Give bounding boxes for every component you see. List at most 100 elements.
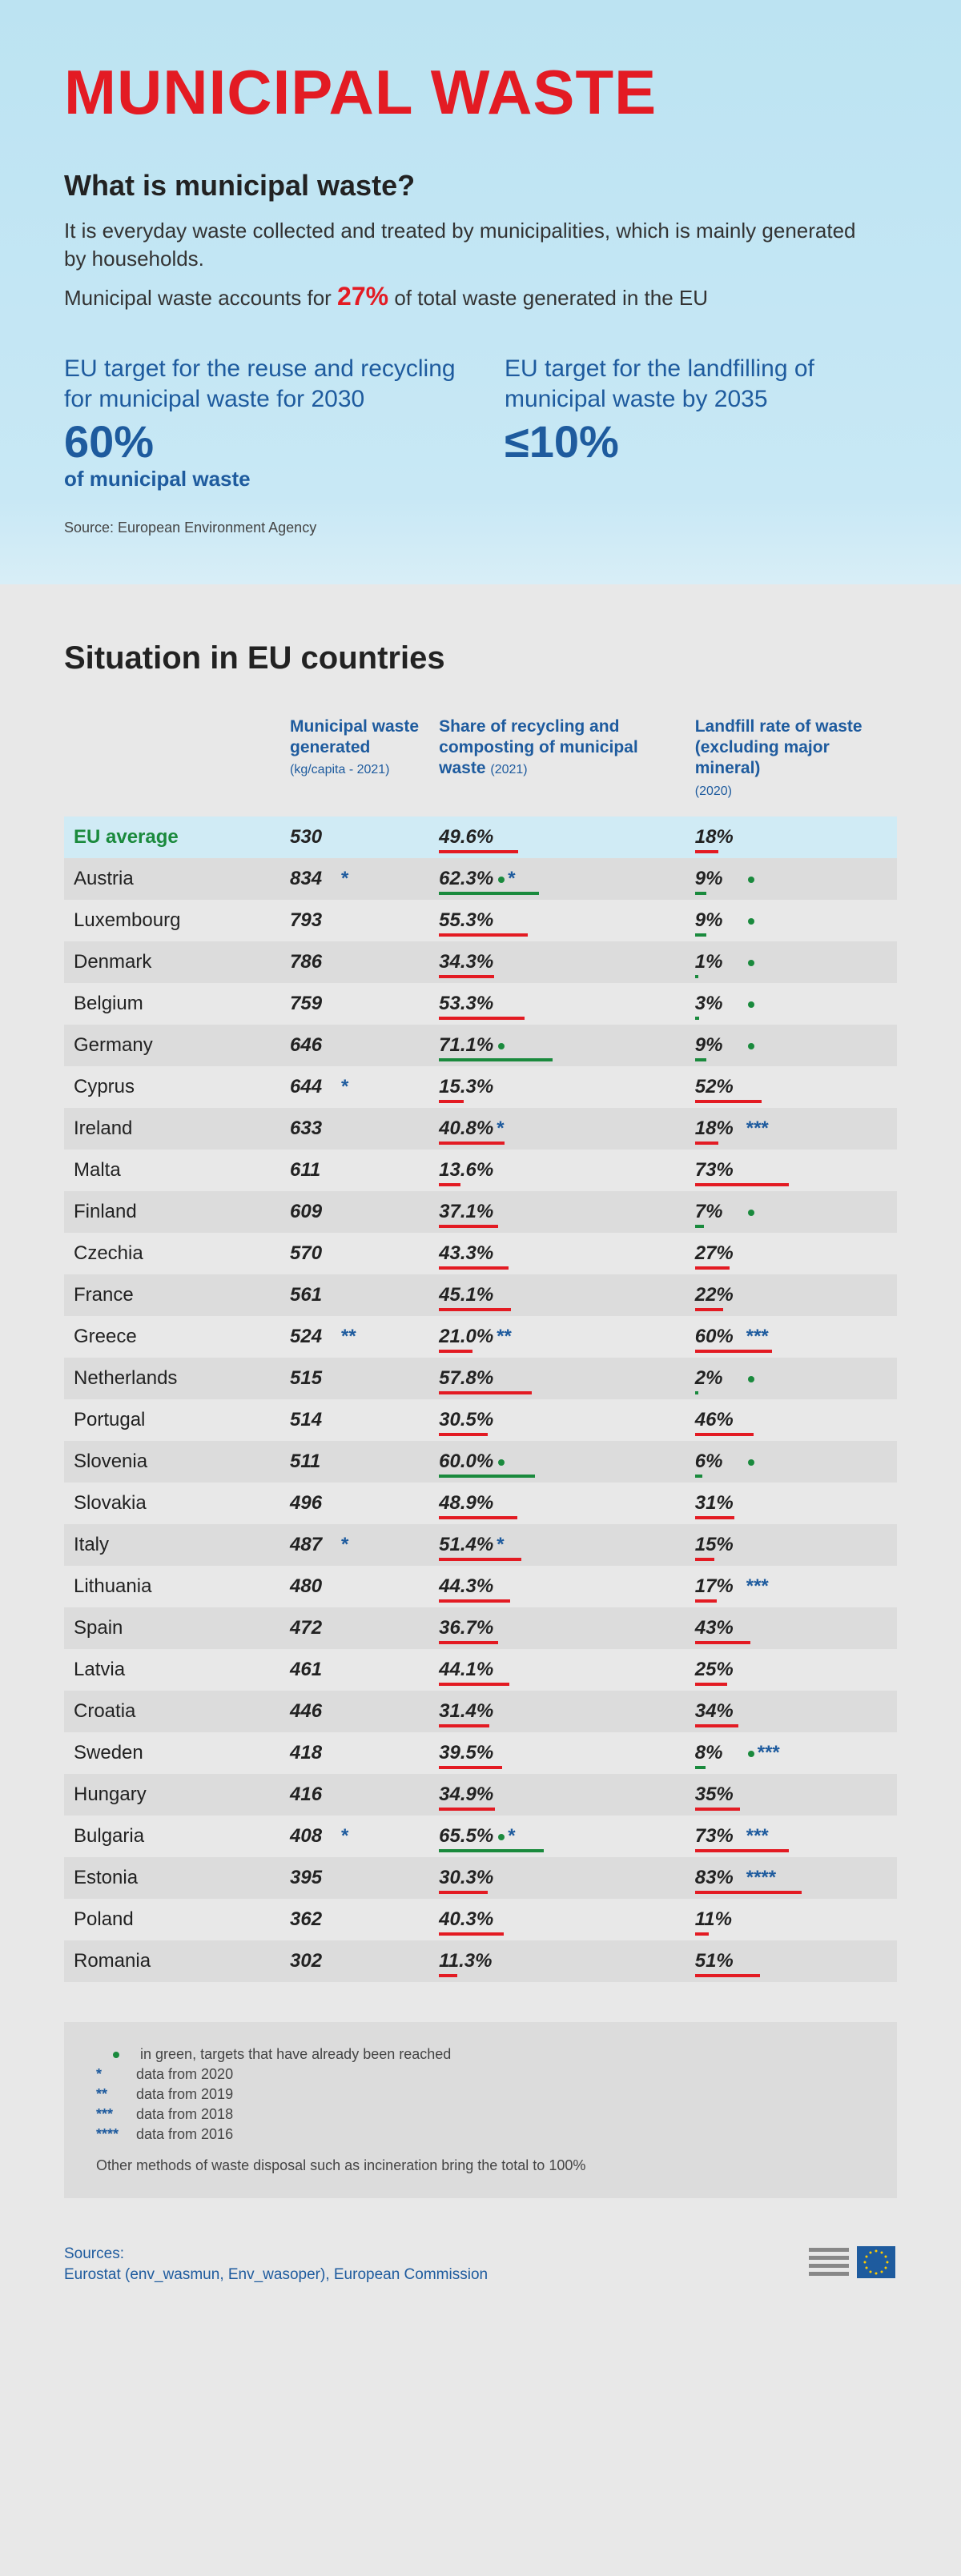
table-row: Czechia57043.3%27% bbox=[64, 1233, 897, 1274]
cell-recycle: 11.3% bbox=[429, 1940, 686, 1982]
cell-recycle: 15.3% bbox=[429, 1066, 686, 1108]
legend-dot-icon bbox=[113, 2052, 119, 2058]
cell-country: Poland bbox=[64, 1899, 280, 1940]
target-dot-icon bbox=[748, 1376, 754, 1382]
table-row: Poland36240.3%11% bbox=[64, 1899, 897, 1940]
table-row: Ireland63340.8%*18%*** bbox=[64, 1108, 897, 1150]
cell-recycle: 53.3% bbox=[429, 983, 686, 1025]
footer-sources: Sources: Eurostat (env_wasmun, Env_wasop… bbox=[64, 2244, 488, 2286]
cell-country: Malta bbox=[64, 1150, 280, 1191]
cell-recycle: 51.4%* bbox=[429, 1524, 686, 1566]
target-dot-icon bbox=[748, 877, 754, 883]
table-row: Denmark78634.3%1% bbox=[64, 941, 897, 983]
cell-landfill: 18%*** bbox=[686, 1108, 897, 1150]
cell-country: Estonia bbox=[64, 1857, 280, 1899]
cell-recycle: 39.5% bbox=[429, 1732, 686, 1774]
target-landfill: EU target for the landfilling of municip… bbox=[505, 354, 897, 492]
target-dot-icon bbox=[748, 1459, 754, 1466]
legend-s2: data from 2019 bbox=[136, 2086, 233, 2102]
cell-country: Sweden bbox=[64, 1732, 280, 1774]
col1-sub: (kg/capita - 2021) bbox=[290, 763, 390, 776]
cell-recycle: 57.8% bbox=[429, 1358, 686, 1399]
target-dot-icon bbox=[498, 1834, 505, 1840]
cell-recycle: 45.1% bbox=[429, 1274, 686, 1316]
header-source: Source: European Environment Agency bbox=[64, 520, 897, 536]
table-row: Slovenia51160.0%6% bbox=[64, 1441, 897, 1483]
cell-waste: 480 bbox=[280, 1566, 429, 1607]
cell-country: Portugal bbox=[64, 1399, 280, 1441]
cell-recycle: 62.3%* bbox=[429, 858, 686, 900]
table-row: Malta61113.6%73% bbox=[64, 1150, 897, 1191]
cell-waste: 395 bbox=[280, 1857, 429, 1899]
cell-recycle: 30.3% bbox=[429, 1857, 686, 1899]
target-recycle-value: 60% bbox=[64, 417, 456, 467]
table-row: Italy487*51.4%*15% bbox=[64, 1524, 897, 1566]
table-row: Finland60937.1%7% bbox=[64, 1191, 897, 1233]
table-row: Netherlands51557.8%2% bbox=[64, 1358, 897, 1399]
cell-landfill: 73% bbox=[686, 1150, 897, 1191]
cell-landfill: 22% bbox=[686, 1274, 897, 1316]
table-row: Hungary41634.9%35% bbox=[64, 1774, 897, 1816]
table-row: Latvia46144.1%25% bbox=[64, 1649, 897, 1691]
cell-landfill: 1% bbox=[686, 941, 897, 983]
cell-country: Greece bbox=[64, 1316, 280, 1358]
cell-landfill: 73%*** bbox=[686, 1816, 897, 1857]
cell-recycle: 40.3% bbox=[429, 1899, 686, 1940]
legend-s2-row: **data from 2019 bbox=[96, 2086, 865, 2103]
target-landfill-title: EU target for the landfilling of municip… bbox=[505, 354, 897, 414]
cell-country: Bulgaria bbox=[64, 1816, 280, 1857]
sub-heading: What is municipal waste? bbox=[64, 169, 897, 203]
cell-waste: 514 bbox=[280, 1399, 429, 1441]
desc-pct: 27% bbox=[337, 282, 388, 311]
cell-recycle: 49.6% bbox=[429, 817, 686, 858]
table-row: Luxembourg79355.3%9% bbox=[64, 900, 897, 941]
table-row: Germany64671.1%9% bbox=[64, 1025, 897, 1066]
cell-country: Hungary bbox=[64, 1774, 280, 1816]
table-row: Croatia44631.4%34% bbox=[64, 1691, 897, 1732]
cell-landfill: 46% bbox=[686, 1399, 897, 1441]
cell-country: France bbox=[64, 1274, 280, 1316]
cell-landfill: 35% bbox=[686, 1774, 897, 1816]
cell-country: Slovakia bbox=[64, 1483, 280, 1524]
cell-waste: 524** bbox=[280, 1316, 429, 1358]
cell-country: Austria bbox=[64, 858, 280, 900]
cell-waste: 793 bbox=[280, 900, 429, 941]
footer-row: Sources: Eurostat (env_wasmun, Env_wasop… bbox=[64, 2222, 897, 2318]
cell-landfill: 31% bbox=[686, 1483, 897, 1524]
cell-recycle: 44.1% bbox=[429, 1649, 686, 1691]
table-row: Portugal51430.5%46% bbox=[64, 1399, 897, 1441]
ep-logo-icon bbox=[809, 2238, 897, 2286]
table-row: Austria834*62.3%*9% bbox=[64, 858, 897, 900]
col2-label: Share of recycling and composting of mun… bbox=[439, 717, 638, 778]
table-section: Situation in EU countries Municipal wast… bbox=[0, 584, 961, 2350]
cell-waste: 511 bbox=[280, 1441, 429, 1483]
target-dot-icon bbox=[748, 1001, 754, 1008]
col-landfill-header: Landfill rate of waste (excluding major … bbox=[686, 708, 897, 817]
cell-recycle: 34.9% bbox=[429, 1774, 686, 1816]
header-section: MUNICIPAL WASTE What is municipal waste?… bbox=[0, 0, 961, 584]
cell-waste: 834* bbox=[280, 858, 429, 900]
cell-recycle: 43.3% bbox=[429, 1233, 686, 1274]
legend-s1: data from 2020 bbox=[136, 2066, 233, 2082]
table-row: Lithuania48044.3%17%*** bbox=[64, 1566, 897, 1607]
cell-landfill: 7% bbox=[686, 1191, 897, 1233]
cell-country: Denmark bbox=[64, 941, 280, 983]
cell-waste: 786 bbox=[280, 941, 429, 983]
cell-recycle: 37.1% bbox=[429, 1191, 686, 1233]
cell-waste: 472 bbox=[280, 1607, 429, 1649]
desc-line-1: It is everyday waste collected and treat… bbox=[64, 217, 865, 273]
cell-waste: 418 bbox=[280, 1732, 429, 1774]
cell-waste: 496 bbox=[280, 1483, 429, 1524]
legend-box: in green, targets that have already been… bbox=[64, 2022, 897, 2198]
cell-recycle: 65.5%* bbox=[429, 1816, 686, 1857]
cell-waste: 515 bbox=[280, 1358, 429, 1399]
legend-s4: data from 2016 bbox=[136, 2126, 233, 2142]
cell-landfill: 9% bbox=[686, 900, 897, 941]
cell-recycle: 34.3% bbox=[429, 941, 686, 983]
target-recycle: EU target for the reuse and recycling fo… bbox=[64, 354, 456, 492]
cell-landfill: 2% bbox=[686, 1358, 897, 1399]
cell-waste: 408* bbox=[280, 1816, 429, 1857]
table-header-row: Municipal waste generated (kg/capita - 2… bbox=[64, 708, 897, 817]
cell-country: Slovenia bbox=[64, 1441, 280, 1483]
table-row: Greece524**21.0%**60%*** bbox=[64, 1316, 897, 1358]
